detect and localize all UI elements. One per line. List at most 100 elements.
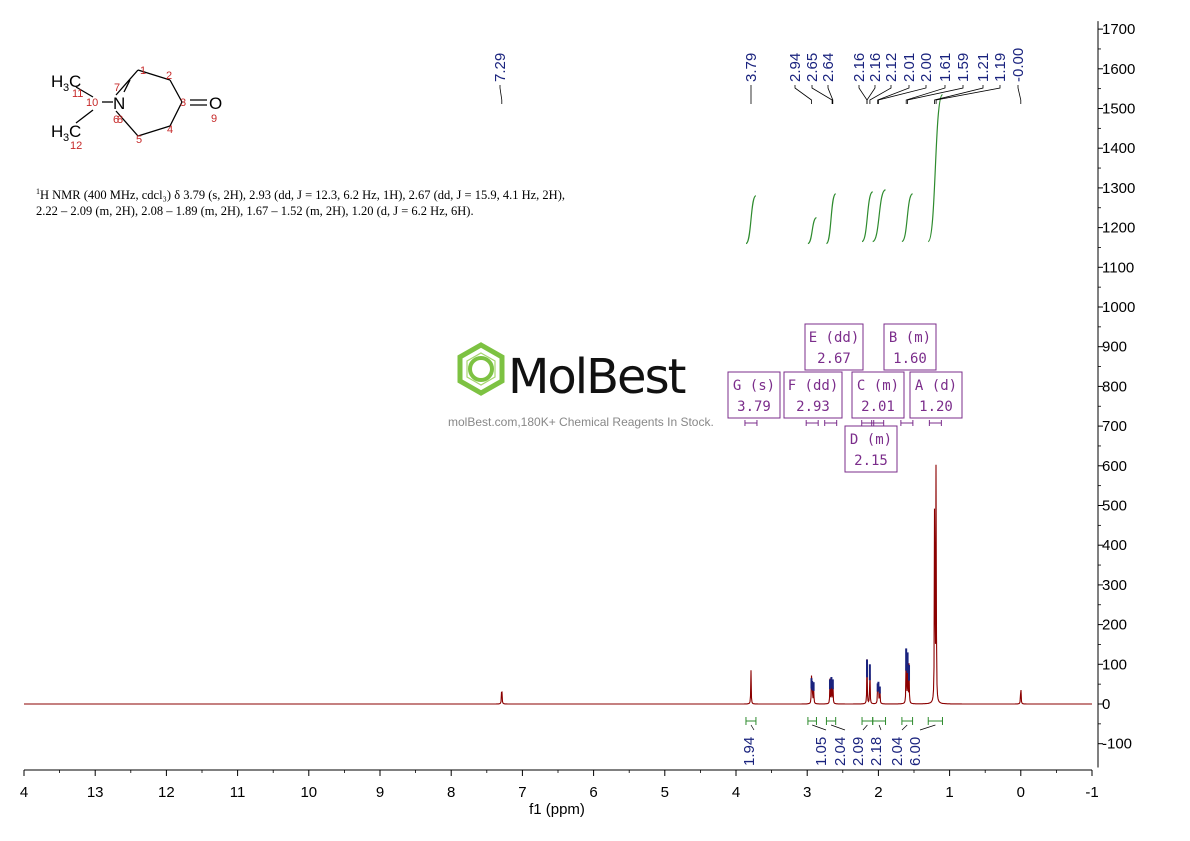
integral-leader xyxy=(919,724,936,731)
y-tick-label: 1300 xyxy=(1102,180,1135,197)
integral-curve xyxy=(807,217,817,245)
peak-leader-line xyxy=(858,85,868,104)
x-tick-label: 1 xyxy=(945,784,953,801)
y-tick-label: 1400 xyxy=(1102,140,1135,157)
peak-labels: 7.29 3.79 2.94 2.65 2.64 2.16 2.16 2.12 2.01 2.00… xyxy=(492,48,1027,104)
integral-value: 6.00 xyxy=(907,737,924,766)
y-tick-label: 1000 xyxy=(1102,299,1135,316)
integral-curves xyxy=(745,94,944,245)
multiplet-shift: 2.93 xyxy=(796,399,830,415)
svg-text:6: 6 xyxy=(113,114,119,126)
peak-leader-line xyxy=(869,85,892,104)
molbest-watermark: MolBest molBest.com,180K+ Chemical Reage… xyxy=(448,342,714,429)
svg-text:3: 3 xyxy=(63,132,69,144)
y-tick-label: 300 xyxy=(1102,577,1127,594)
multiplet-box-frame xyxy=(909,371,963,419)
integral-curve xyxy=(872,189,887,243)
y-tick-label: 1600 xyxy=(1102,61,1135,78)
svg-text:C: C xyxy=(69,122,81,141)
integral-leader xyxy=(862,724,868,731)
multiplet-type: A (d) xyxy=(915,378,957,394)
multiplet-type: F (dd) xyxy=(788,378,839,394)
multiplet-boxes: G (s) 3.79 F (dd) 2.93 E (dd) 2.67 C (m) 2.01 D … xyxy=(727,323,963,473)
peak-leader-line xyxy=(866,85,876,104)
svg-text:8: 8 xyxy=(117,114,123,126)
svg-text:3: 3 xyxy=(180,97,186,109)
y-tick-label: 800 xyxy=(1102,378,1127,395)
x-tick-label: 8 xyxy=(447,784,455,801)
svg-text:N: N xyxy=(113,94,125,113)
peak-leader-line xyxy=(1017,85,1022,104)
peak-leader-line xyxy=(827,85,834,104)
y-tick-label: 100 xyxy=(1102,656,1127,673)
peak-leader-line xyxy=(934,85,984,104)
y-axis: -100 0 100 200 300 400 500 600 700 800 900 1000 1100… xyxy=(1097,21,1135,768)
peak-label: 1.19 xyxy=(992,53,1009,82)
peak-label: 2.16 xyxy=(851,53,868,82)
peak-label: 3.79 xyxy=(743,53,760,82)
svg-text:C: C xyxy=(69,72,81,91)
x-tick-label: 6 xyxy=(589,784,597,801)
peak-leader-line xyxy=(877,85,910,104)
integral-value: 2.04 xyxy=(832,737,849,766)
integral-leader xyxy=(830,724,846,731)
svg-text:11: 11 xyxy=(72,88,83,100)
svg-text:H: H xyxy=(51,72,63,91)
svg-text:10: 10 xyxy=(86,97,98,109)
y-tick-label: -100 xyxy=(1102,736,1132,753)
peak-label: 2.94 xyxy=(787,53,804,82)
y-tick-label: 1100 xyxy=(1102,259,1134,276)
peak-label: 2.65 xyxy=(804,53,821,82)
y-tick-label: 1700 xyxy=(1102,21,1135,38)
integral-value: 1.94 xyxy=(741,737,758,766)
x-tick-label: 5 xyxy=(661,784,669,801)
y-tick-label: 600 xyxy=(1102,458,1127,475)
x-tick-label: 0 xyxy=(1017,784,1025,801)
multiplet-shift: 2.67 xyxy=(817,351,851,367)
peak-label: 1.61 xyxy=(937,53,954,82)
svg-text:1: 1 xyxy=(140,65,146,77)
svg-text:3: 3 xyxy=(63,82,69,94)
svg-text:4: 4 xyxy=(167,124,173,136)
multiplet-box-d: D (m) 2.15 xyxy=(844,420,898,473)
x-tick-label: 7 xyxy=(518,784,526,801)
nmr-description: 1H NMR (400 MHz, cdcl₃) δ 3.79 (s, 2H), … xyxy=(36,184,581,219)
molecule-bonds xyxy=(75,69,207,137)
peak-label: 1.21 xyxy=(975,53,992,82)
y-tick-label: 900 xyxy=(1102,339,1127,356)
multiplet-box-frame xyxy=(851,371,905,419)
svg-text:H: H xyxy=(51,122,63,141)
molbest-brand-text: MolBest xyxy=(508,349,686,405)
multiplet-shift: 1.20 xyxy=(919,399,953,415)
x-tick-label: -1 xyxy=(1085,784,1098,801)
y-tick-label: 200 xyxy=(1102,617,1127,634)
peak-leader-line xyxy=(905,85,946,104)
x-tick-label: 12 xyxy=(158,784,175,801)
multiplet-type: G (s) xyxy=(733,378,775,394)
x-tick-label: 4 xyxy=(20,784,28,801)
x-tick-label: 3 xyxy=(803,784,811,801)
y-tick-label: 0 xyxy=(1102,696,1110,713)
multiplet-box-frame xyxy=(804,323,864,371)
peak-label: 2.16 xyxy=(867,53,884,82)
svg-text:5: 5 xyxy=(136,134,142,146)
integral-leader xyxy=(901,724,908,731)
multiplet-box-c: C (m) 2.01 xyxy=(851,371,905,426)
peak-label: 2.12 xyxy=(883,53,900,82)
integral-value: 2.04 xyxy=(889,737,906,766)
peak-label: -0.00 xyxy=(1010,48,1027,82)
peak-label: 2.01 xyxy=(901,53,918,82)
multiplet-box-frame xyxy=(783,371,843,419)
multiplet-box-frame xyxy=(883,323,937,371)
multiplet-box-e: E (dd) 2.67 xyxy=(804,323,864,426)
peak-label: 2.00 xyxy=(918,53,935,82)
integral-leader xyxy=(750,724,755,731)
x-tick-label: 9 xyxy=(376,784,384,801)
peak-tops xyxy=(810,648,911,694)
molecule-structure: H 3 C H 3 C N O 1 2 3 4 5 6 7 8 9 10 11 … xyxy=(51,65,222,152)
multiplet-shift: 2.15 xyxy=(854,453,888,469)
multiplet-box-b: B (m) 1.60 xyxy=(883,323,937,426)
peak-label: 7.29 xyxy=(492,53,509,82)
multiplet-shift: 2.01 xyxy=(861,399,895,415)
integral-curve xyxy=(901,193,914,243)
